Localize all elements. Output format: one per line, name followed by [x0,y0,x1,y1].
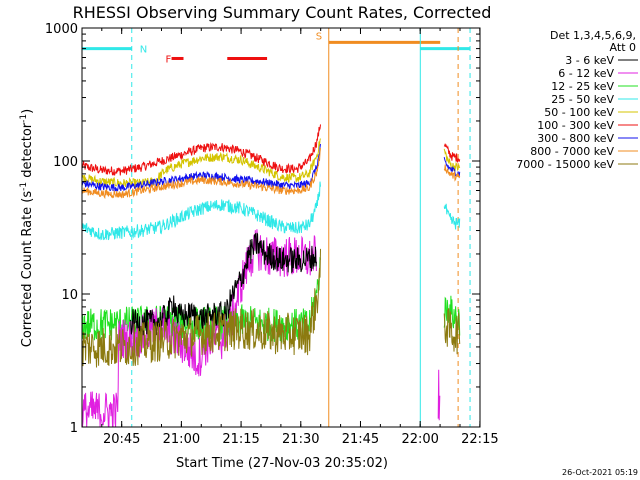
legend-label-800-7000-kev: 800 - 7000 keV [530,145,614,158]
y-axis-label-sup2: -1 [19,114,29,123]
chart-title: RHESSI Observing Summary Count Rates, Co… [73,3,492,22]
legend-header-attenuator: Att 0 [610,41,636,54]
y-tick-label: 100 [53,155,78,170]
legend-label-6-12-kev: 6 - 12 keV [558,67,614,80]
x-tick-label: 21:45 [342,432,379,447]
x-tick-label: 22:15 [461,432,498,447]
axes-layer: 20:45 21:00 21:15 21:30 21:45 22:00 22:15 1 10 10… [45,22,499,447]
series-100-300-kev-trace-late [443,143,461,163]
y-axis-label-end: ) [20,109,35,114]
series-100-300-kev-trace [81,124,321,176]
legend-label-300-800-kev: 300 - 800 keV [537,132,614,145]
y-tick-label: 1 [70,421,78,436]
y-tick-label: 10 [61,288,78,303]
flag-label-s: S [316,31,322,42]
legend-label-50-100-kev: 50 - 100 keV [544,106,614,119]
legend-header-detectors: Det 1,3,4,5,6,9, [550,29,636,42]
legend-label-7000-15000-kev: 7000 - 15000 keV [516,158,614,171]
x-tick-label: 21:15 [222,432,259,447]
series-layer [81,124,461,428]
legend-label-3-6-kev: 3 - 6 keV [565,54,614,67]
series-25-50-kev-trace-late [443,203,461,230]
series-25-50-kev-trace [81,181,321,241]
series-50-100-kev-trace [81,138,321,188]
region-lines-layer [131,28,471,427]
y-axis-label-mid: detector [20,122,35,182]
flag-label-f: F [166,54,172,65]
x-tick-label: 21:30 [282,432,319,447]
x-tick-label: 21:00 [163,432,200,447]
x-axis-label: Start Time (27-Nov-03 20:35:02) [176,456,388,471]
flag-label-n: N [140,45,147,56]
series-800-7000-kev-trace [81,148,321,200]
y-axis-label: Corrected Count Rate (s-1 detector-1) [19,109,35,347]
series-7000-15000-kev-trace-late [443,308,461,355]
series-800-7000-kev-trace-late [443,164,461,182]
series-6-12-kev-trace-late [437,369,441,421]
y-axis-label-sup1: -1 [19,182,29,191]
series-12-25-kev-trace-late [443,295,461,336]
y-axis-label-main: Corrected Count Rate (s [20,191,35,348]
y-tick-label: 1000 [45,22,78,37]
legend-label-100-300-kev: 100 - 300 keV [537,119,614,132]
series-7000-15000-kev-trace [81,248,321,368]
x-tick-label: 20:45 [103,432,140,447]
footer-date: 26-Oct-2021 05:19 [562,468,638,477]
x-tick-label: 22:00 [401,432,438,447]
legend-label-25-50-kev: 25 - 50 keV [551,93,614,106]
legend-label-12-25-kev: 12 - 25 keV [551,80,614,93]
flags-layer: N S F [82,31,471,65]
